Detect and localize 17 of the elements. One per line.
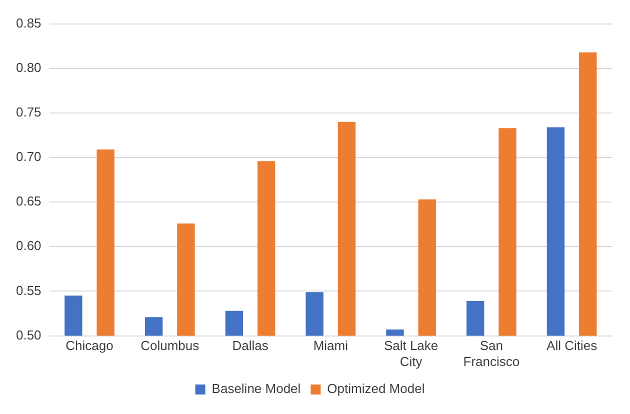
y-tick-label: 0.50 — [16, 327, 42, 342]
y-tick-label: 0.85 — [16, 15, 42, 30]
x-tick-label: All Cities — [546, 338, 598, 354]
legend-label: Baseline Model — [212, 381, 301, 396]
y-tick-label: 0.55 — [16, 282, 42, 298]
x-tick-label: Salt Lake City — [384, 338, 438, 369]
y-tick-label: 0.60 — [16, 238, 42, 254]
x-tick-label: San Francisco — [463, 338, 520, 369]
x-tick-label: Chicago — [66, 338, 114, 354]
x-tick-label: Miami — [313, 338, 348, 354]
x-tick-label: Columbus — [140, 338, 200, 354]
y-tick-label: 0.70 — [16, 149, 42, 164]
legend-label: Optimized Model — [327, 381, 425, 396]
y-tick-label: 0.65 — [16, 194, 42, 209]
y-tick-label: 0.75 — [16, 104, 42, 120]
y-tick-label: 0.80 — [16, 60, 42, 75]
x-tick-label: Dallas — [232, 338, 269, 354]
